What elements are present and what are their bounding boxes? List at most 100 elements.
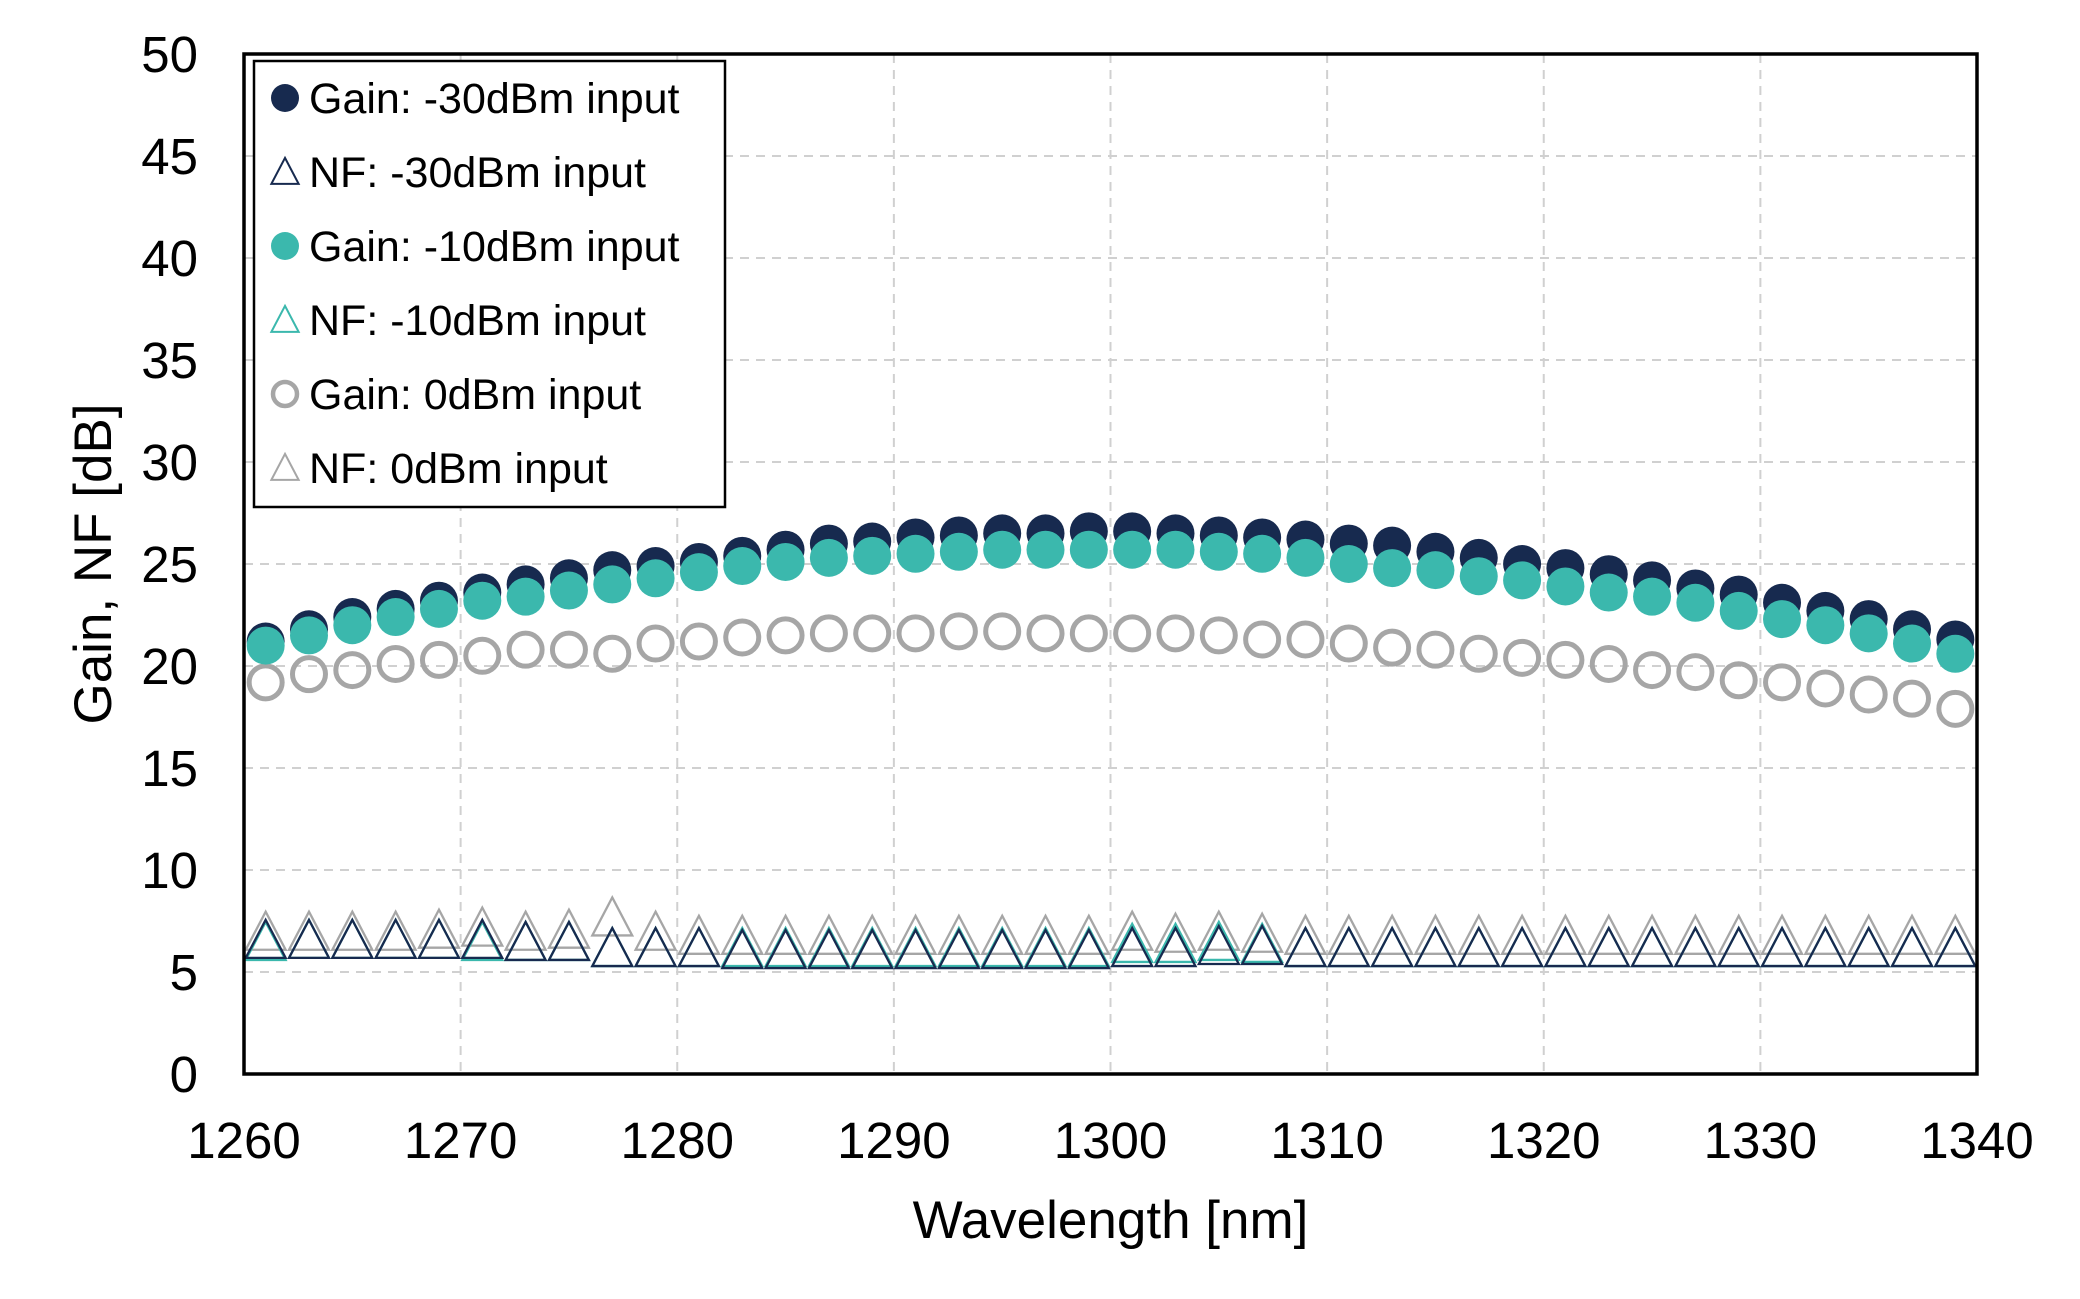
- gain-point: [1893, 679, 1932, 718]
- nf-point: [1673, 925, 1718, 968]
- legend-label: NF: 0dBm input: [309, 445, 608, 493]
- gain-point: [1849, 675, 1888, 714]
- legend-marker: [269, 155, 301, 185]
- gain-point: [1329, 545, 1368, 583]
- nf-point: [1153, 911, 1198, 953]
- nf-point: [1803, 913, 1848, 955]
- gain-point: [723, 547, 762, 586]
- gain-point: [1719, 591, 1758, 630]
- nf-point: [460, 905, 505, 947]
- gain-point: [1806, 669, 1845, 708]
- nf-point: [330, 917, 375, 960]
- x-tick-label: 1260: [187, 1112, 300, 1169]
- gain-point: [1156, 530, 1195, 569]
- gain-point: [1459, 634, 1498, 673]
- gain-point: [506, 577, 545, 616]
- nf-point: [330, 909, 375, 951]
- gain-point: [246, 663, 285, 702]
- nf-point: [1153, 925, 1198, 968]
- gain-point: [1676, 583, 1715, 622]
- gain-point: [766, 542, 805, 581]
- y-tick-label: 5: [170, 944, 198, 1001]
- nf-point: [243, 909, 288, 951]
- gain-point: [983, 530, 1022, 569]
- nf-point: [1326, 925, 1371, 968]
- nf-point: [1890, 913, 1934, 955]
- data-series: [243, 512, 1978, 970]
- legend-item: Gain: -10dBm input: [271, 223, 680, 271]
- legend-label: Gain: 0dBm input: [309, 371, 641, 419]
- gain-point: [853, 536, 892, 575]
- nf-point: [980, 913, 1025, 955]
- nf-point: [590, 925, 635, 968]
- gain-point: [636, 559, 675, 598]
- nf-point: [547, 919, 591, 962]
- nf-point: [1196, 923, 1241, 966]
- nf-point: [1196, 909, 1241, 951]
- nf-point: [1846, 925, 1891, 968]
- legend-label: Gain: -30dBm input: [309, 75, 680, 123]
- y-tick-label: 20: [141, 638, 198, 695]
- gain-point: [1113, 530, 1152, 569]
- nf-point: [1456, 925, 1501, 968]
- nf-point: [460, 917, 505, 960]
- nf-point: [1326, 913, 1371, 955]
- nf-point: [763, 913, 808, 955]
- nf-point: [1716, 925, 1761, 968]
- gain-point: [1806, 606, 1845, 645]
- nf-point: [1456, 925, 1501, 968]
- legend-marker: [269, 451, 301, 481]
- nf-point: [893, 927, 938, 970]
- nf-point: [850, 913, 895, 955]
- nf-point: [1370, 913, 1414, 955]
- gain-point: [1416, 630, 1455, 669]
- gain-point: [333, 651, 372, 690]
- nf-point: [417, 917, 461, 960]
- nf-point: [893, 913, 938, 955]
- y-axis-ticks: 0 5 10 15 20 25 30 35 40 45 50: [141, 26, 198, 1103]
- nf-point: [1716, 925, 1761, 968]
- gain-point: [983, 612, 1022, 651]
- gain-point: [939, 612, 978, 651]
- nf-point: [1630, 925, 1674, 968]
- gain-point: [593, 565, 632, 604]
- nf-point: [1586, 913, 1631, 955]
- x-axis-ticks: 1260 1270 1280 1290 1300 1310 1320 1330 1340: [187, 1112, 2033, 1169]
- series-2: [246, 530, 1975, 673]
- x-axis-title: Wavelength [nm]: [913, 1191, 1309, 1250]
- gain-point: [1026, 614, 1065, 653]
- legend-marker: [271, 84, 299, 112]
- gain-point: [1503, 561, 1542, 600]
- nf-point: [1066, 927, 1111, 970]
- nf-point: [503, 909, 548, 951]
- nf-point: [980, 927, 1025, 970]
- nf-point: [850, 927, 895, 970]
- nf-point: [503, 919, 548, 962]
- nf-point: [633, 909, 678, 951]
- gain-point: [463, 636, 502, 675]
- y-tick-label: 15: [141, 740, 198, 797]
- legend-box: [252, 59, 727, 509]
- x-tick-label: 1270: [404, 1112, 517, 1169]
- nf-point: [1500, 913, 1544, 955]
- gain-point: [1199, 616, 1238, 655]
- gain-point: [1329, 624, 1368, 663]
- y-tick-label: 45: [141, 128, 198, 185]
- gain-point: [376, 644, 415, 683]
- nf-point: [677, 925, 721, 968]
- gain-point: [549, 571, 588, 610]
- x-tick-label: 1280: [621, 1112, 734, 1169]
- nf-point: [287, 917, 331, 960]
- gain-point: [1589, 644, 1628, 683]
- gain-point: [1113, 614, 1152, 653]
- gain-point: [419, 589, 458, 628]
- gain-point: [809, 614, 848, 653]
- gain-point: [1243, 534, 1282, 573]
- gain-point: [1026, 530, 1065, 569]
- gain-point: [289, 616, 328, 655]
- gain-point: [1719, 661, 1758, 700]
- legend: Gain: -30dBm input NF: -30dBm input Gain: …: [252, 59, 727, 509]
- nf-point: [1110, 921, 1155, 964]
- gain-point: [333, 606, 372, 645]
- nf-point: [720, 927, 765, 970]
